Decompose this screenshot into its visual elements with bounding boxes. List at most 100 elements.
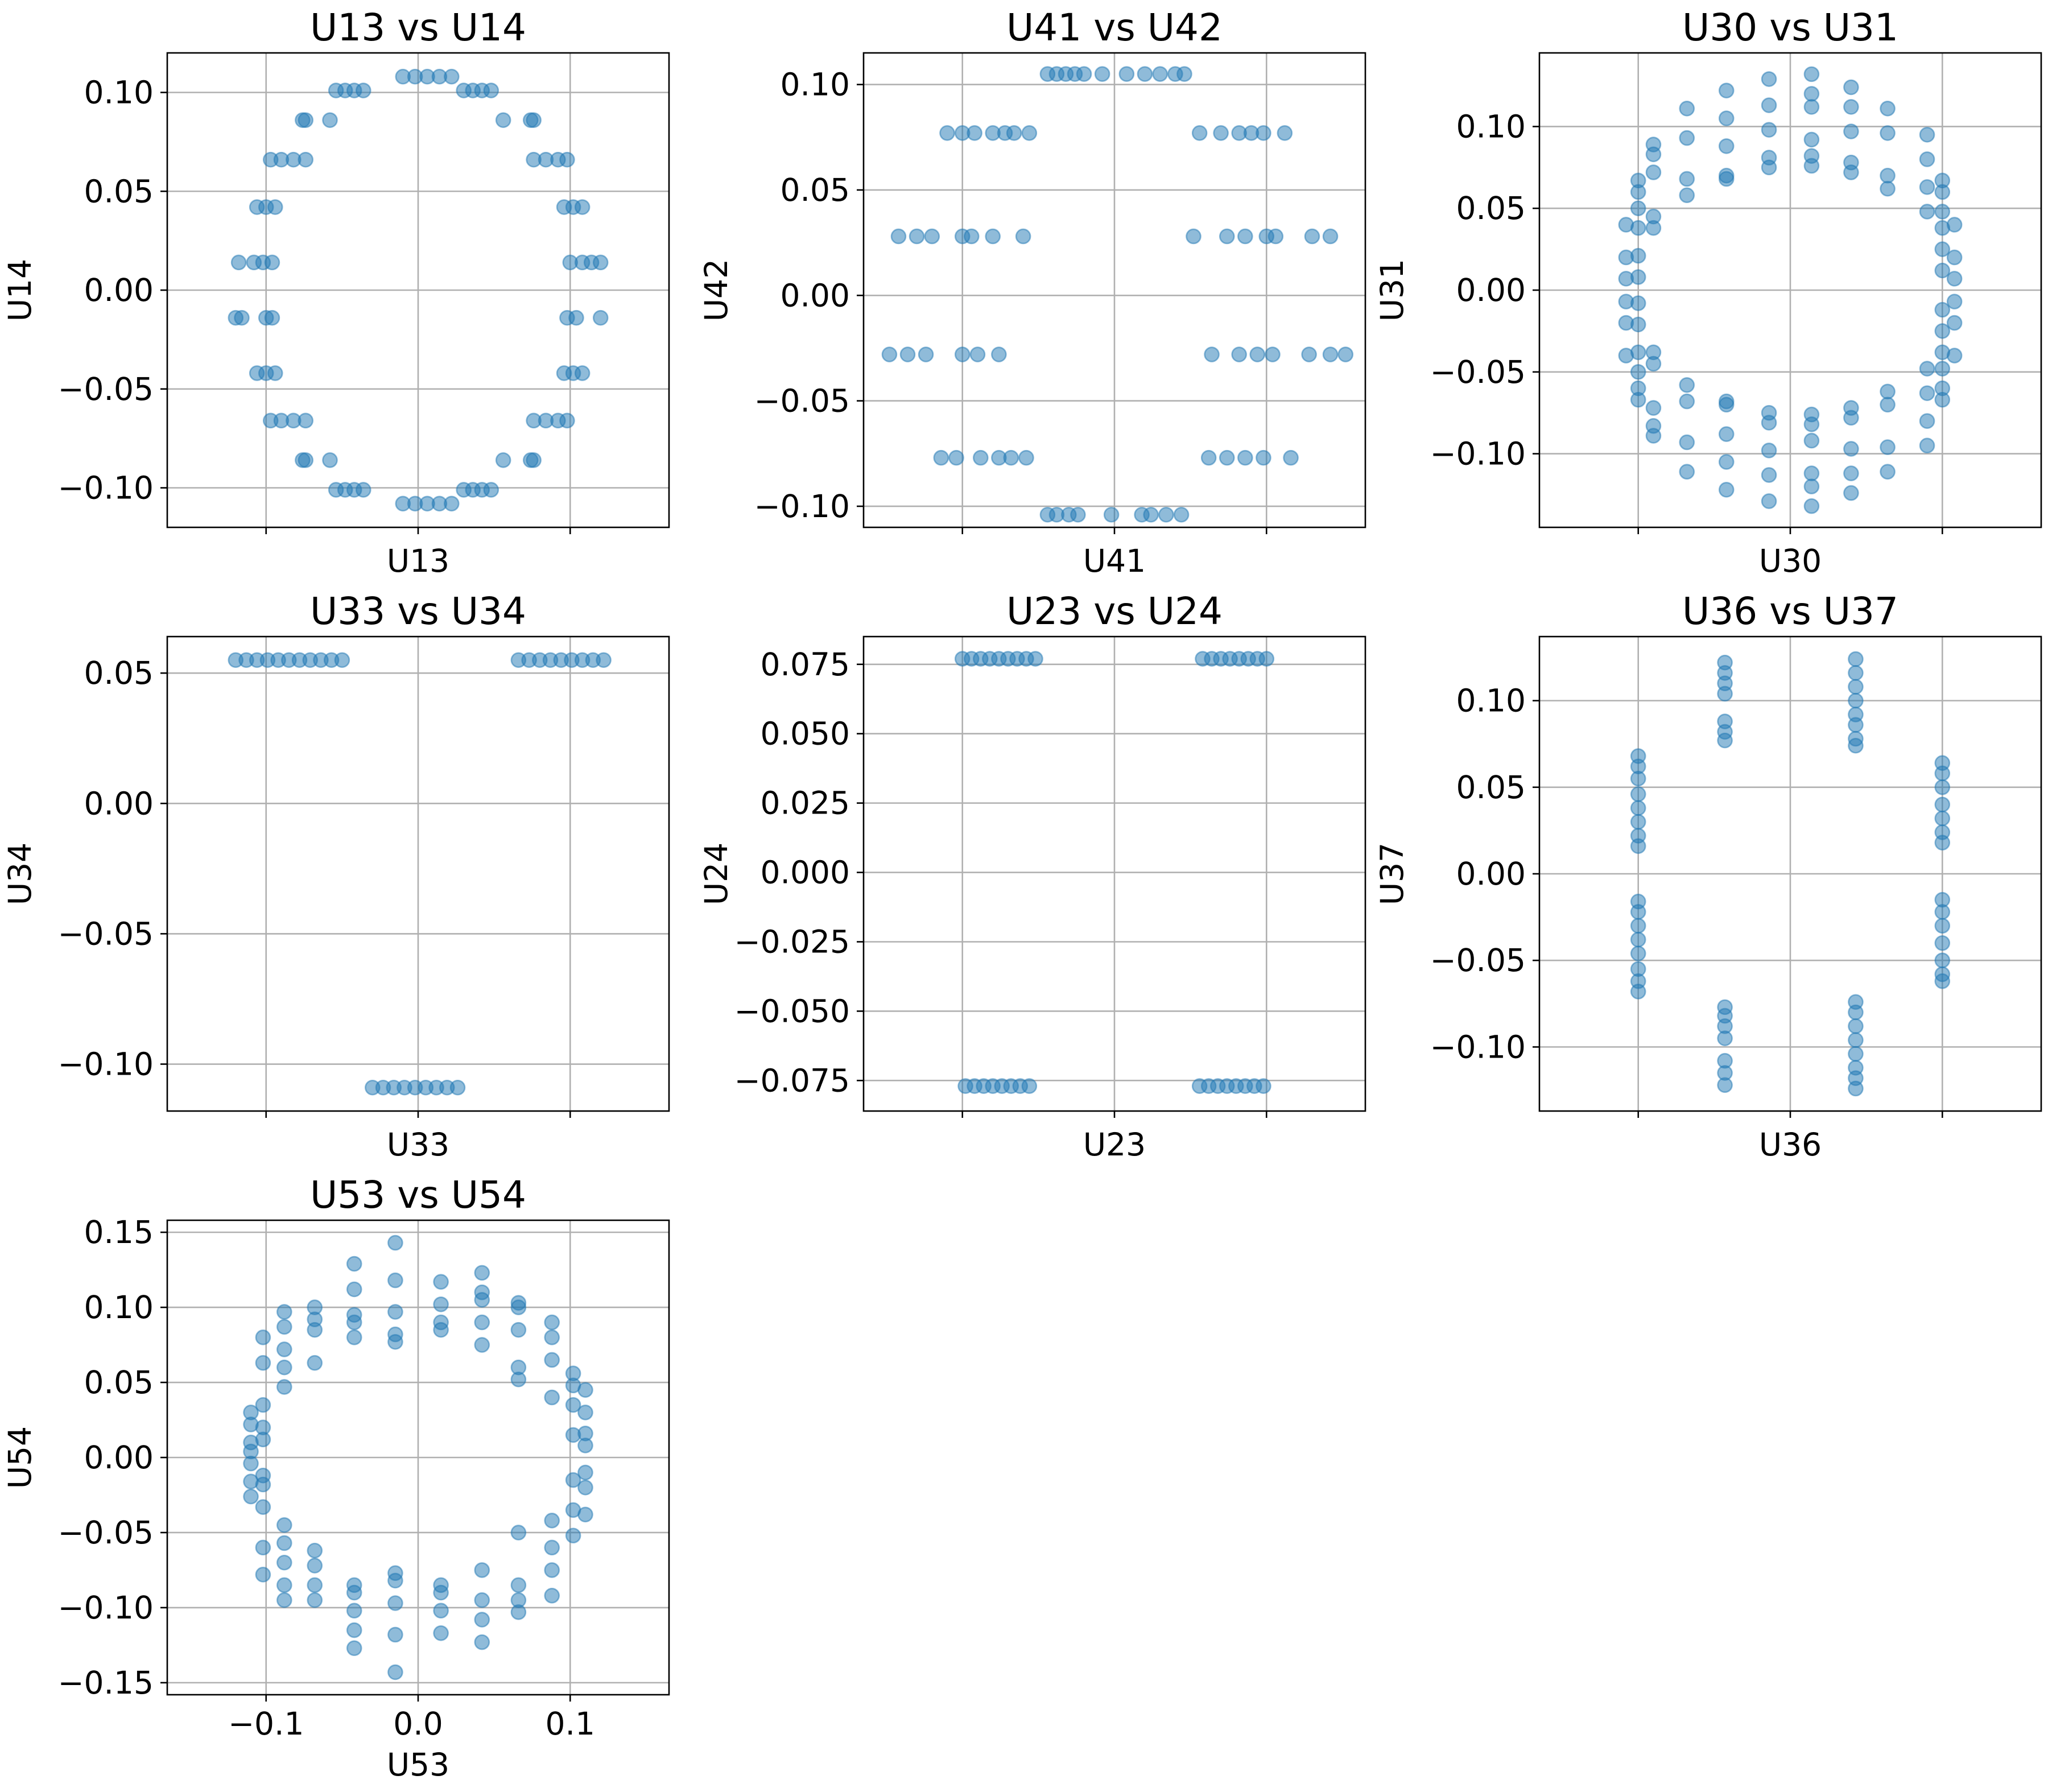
data-point [1717, 1030, 1733, 1046]
data-point [985, 228, 1001, 245]
data-point [1718, 110, 1735, 126]
data-point [1843, 441, 1859, 457]
data-point [1618, 348, 1634, 364]
data-point [1803, 158, 1820, 174]
data-point [474, 1337, 490, 1353]
data-point [255, 1539, 271, 1556]
data-point [1848, 1032, 1864, 1048]
y-tick-label: −0.05 [1430, 354, 1526, 390]
data-point [592, 254, 609, 271]
data-point [1265, 346, 1281, 362]
data-point [1803, 432, 1820, 449]
data-point [1630, 931, 1646, 948]
y-tick-label: −0.10 [57, 1046, 154, 1083]
data-point [243, 1417, 259, 1432]
data-point [967, 125, 982, 141]
y-tick-label: 0.05 [84, 173, 154, 209]
data-point [1679, 187, 1695, 204]
data-point [1848, 665, 1864, 681]
data-point [495, 112, 511, 128]
data-point [909, 228, 925, 245]
data-point [1880, 439, 1896, 455]
data-point [1919, 385, 1935, 401]
data-point [1173, 506, 1190, 523]
data-point [474, 1265, 490, 1281]
data-point [1018, 449, 1034, 466]
y-tick-label: 0.10 [781, 67, 850, 103]
panel-title: U30 vs U31 [1682, 6, 1898, 49]
data-point [433, 1322, 449, 1338]
data-point [346, 1603, 362, 1619]
data-point [1618, 217, 1634, 233]
data-point [544, 1588, 560, 1604]
data-point [1256, 449, 1271, 466]
data-point [1880, 180, 1896, 197]
y-tick-label: 0.00 [1456, 856, 1526, 892]
data-point [1919, 204, 1935, 220]
y-tick-label: 0.05 [1456, 190, 1526, 226]
data-point [1630, 904, 1646, 920]
data-point [1934, 361, 1951, 377]
data-point [243, 1455, 259, 1472]
data-point [1934, 241, 1951, 257]
data-point [264, 309, 280, 326]
data-point [1880, 125, 1896, 141]
y-tick-label: −0.025 [734, 923, 850, 960]
data-point [1803, 406, 1820, 423]
y-tick-label: −0.050 [734, 993, 850, 1029]
data-point [1880, 464, 1896, 480]
data-point [1213, 125, 1229, 141]
data-point [433, 1296, 449, 1312]
data-point [387, 1595, 403, 1611]
data-point [565, 1527, 581, 1544]
data-point [510, 1299, 527, 1315]
data-point [1803, 498, 1820, 514]
data-point [1645, 220, 1662, 236]
data-point [1718, 393, 1735, 410]
data-point [1618, 315, 1634, 331]
panel-title: U53 vs U54 [310, 1173, 526, 1217]
data-point [255, 1329, 271, 1345]
data-point [276, 1359, 292, 1376]
data-point [574, 365, 591, 381]
y-tick-label: 0.05 [1456, 769, 1526, 806]
data-point [1843, 465, 1859, 481]
data-point [1946, 249, 1963, 266]
data-point [1717, 1077, 1733, 1093]
data-point [443, 496, 460, 512]
data-point [1761, 467, 1777, 483]
data-point [577, 1479, 593, 1496]
y-tick-label: −0.10 [1430, 1029, 1526, 1065]
data-point [510, 1592, 527, 1608]
data-point [577, 1506, 593, 1523]
y-tick-label: −0.05 [754, 383, 850, 419]
data-point [1761, 493, 1777, 509]
data-point [559, 412, 575, 429]
data-point [474, 1292, 490, 1308]
data-point [1946, 294, 1963, 309]
data-point [1919, 437, 1935, 454]
data-point [1137, 66, 1153, 82]
data-point [899, 346, 916, 362]
data-point [510, 1322, 527, 1338]
data-point [1618, 271, 1634, 287]
data-point [474, 1592, 490, 1608]
data-point [1237, 449, 1253, 466]
y-tick-label: 0.10 [1456, 108, 1526, 144]
data-point [1027, 651, 1043, 667]
data-point [307, 1592, 323, 1608]
data-point [544, 1539, 560, 1556]
data-point [255, 1397, 271, 1413]
y-tick-label: −0.10 [1430, 436, 1526, 472]
data-point [276, 1379, 292, 1395]
data-point [1204, 346, 1220, 362]
data-point [276, 1304, 292, 1320]
data-point [881, 346, 898, 362]
data-point [1283, 449, 1299, 466]
data-point [298, 112, 314, 128]
data-point [267, 365, 283, 381]
panel-title: U23 vs U24 [1006, 589, 1223, 633]
x-axis-label: U13 [387, 543, 449, 579]
data-point [298, 452, 314, 468]
data-point [1304, 228, 1320, 245]
